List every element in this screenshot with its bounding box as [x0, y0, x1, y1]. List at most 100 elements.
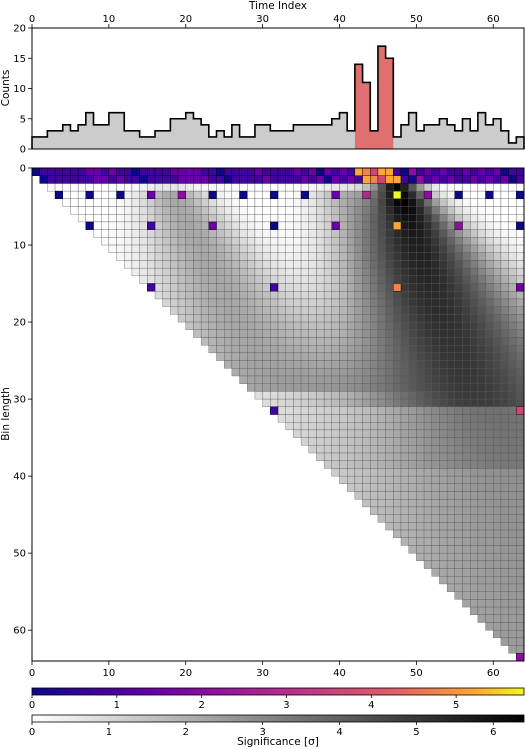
- heatmap-cell: [477, 406, 486, 415]
- heatmap-cell: [116, 244, 125, 253]
- heatmap-cell: [377, 298, 386, 307]
- top-x-tick-label: 20: [179, 14, 192, 25]
- heatmap-cell: [385, 398, 394, 407]
- heatmap-dyadic-cell: [223, 167, 233, 176]
- heatmap-cell: [416, 545, 425, 554]
- heatmap-cell: [170, 221, 179, 230]
- heatmap-cell: [370, 329, 379, 338]
- heatmap-cell: [377, 491, 386, 500]
- heatmap-cell: [300, 321, 309, 330]
- heatmap-cell: [270, 360, 279, 369]
- heatmap-cell: [208, 291, 217, 300]
- heatmap-cell: [231, 337, 240, 346]
- heatmap-cell: [193, 267, 202, 277]
- heatmap-cell: [285, 221, 294, 230]
- heatmap-cell: [446, 475, 455, 485]
- heatmap-cell: [493, 383, 502, 392]
- heatmap-cell: [193, 321, 202, 330]
- heatmap-cell: [431, 552, 440, 562]
- heatmap-cell: [339, 321, 348, 330]
- heatmap-cell: [485, 576, 494, 585]
- heatmap-cell: [493, 552, 502, 562]
- heatmap-cell: [316, 214, 325, 223]
- heatmap-cell: [493, 398, 502, 407]
- heatmap-cell: [370, 275, 379, 284]
- heatmap-cell: [277, 314, 286, 323]
- heatmap-dyadic-cell: [354, 167, 363, 176]
- heatmap-cell: [147, 237, 156, 246]
- heatmap-cell: [285, 398, 294, 407]
- heatmap-cell: [462, 329, 471, 338]
- heatmap-cell: [308, 437, 317, 446]
- heatmap-cell: [108, 198, 117, 207]
- heatmap-cell: [300, 422, 309, 431]
- heatmap-cell: [446, 545, 455, 554]
- heatmap-cell: [323, 329, 332, 338]
- heatmap-cell: [370, 491, 379, 500]
- heatmap-dyadic-cell: [500, 175, 509, 184]
- heatmap-cell: [347, 352, 356, 361]
- heatmap-cell: [454, 368, 463, 377]
- heatmap-cell: [377, 190, 386, 199]
- heatmap-cell: [331, 422, 340, 431]
- heatmap-cell: [516, 514, 525, 523]
- heatmap-cell: [254, 391, 263, 400]
- heatmap-cell: [446, 414, 455, 423]
- heatmap-cell: [485, 314, 494, 323]
- heatmap-cell: [508, 645, 517, 654]
- heatmap-cell: [454, 321, 463, 330]
- heatmap-cell: [400, 537, 409, 546]
- heatmap-cell: [339, 267, 348, 277]
- heatmap-dyadic-cell: [70, 175, 79, 184]
- histogram-bar: [208, 136, 217, 149]
- heatmap-cell: [493, 391, 502, 400]
- heatmap-cell: [508, 429, 517, 438]
- heatmap-cell: [470, 475, 479, 485]
- colorbar-tick-label: 5: [453, 700, 459, 711]
- heatmap-dyadic-cell: [393, 221, 402, 230]
- heatmap-cell: [485, 499, 494, 508]
- histogram-bar: [354, 64, 363, 149]
- heatmap-cell: [493, 275, 502, 284]
- heatmap-cell: [331, 252, 340, 261]
- heatmap-dyadic-cell: [454, 221, 463, 230]
- heatmap-cell: [377, 506, 386, 515]
- heatmap-cell: [370, 445, 379, 454]
- heatmap-dyadic-cell: [316, 175, 325, 184]
- heatmap-cell: [446, 329, 455, 338]
- heatmap-cell: [231, 252, 240, 261]
- heatmap-cell: [393, 183, 402, 192]
- heatmap-cell: [423, 368, 432, 377]
- histogram-top-x-ticks: 0 10 20 30 40 50 60: [29, 14, 500, 28]
- heatmap-cell: [462, 568, 471, 577]
- heatmap-cell: [316, 452, 325, 461]
- heatmap-cell: [231, 214, 240, 223]
- heatmap-cell: [416, 414, 425, 423]
- heatmap-cell: [362, 445, 371, 454]
- heatmap-cell: [454, 445, 463, 454]
- heatmap-cell: [385, 422, 394, 431]
- heatmap-dyadic-cell: [393, 190, 402, 200]
- heatmap-cell: [516, 591, 525, 600]
- heatmap-cell: [416, 429, 425, 438]
- heatmap-cell: [331, 383, 340, 392]
- heatmap-cell: [485, 291, 494, 300]
- heatmap-cell: [285, 190, 294, 199]
- heatmap-x-tick-label: 0: [29, 668, 35, 679]
- histogram-bar: [124, 130, 133, 149]
- heatmap-cell: [347, 445, 356, 454]
- heatmap-cell: [162, 221, 171, 230]
- heatmap-cell: [354, 221, 363, 230]
- heatmap-cell: [400, 429, 409, 438]
- heatmap-cell: [162, 252, 171, 261]
- heatmap-cell: [454, 422, 463, 431]
- heatmap-dyadic-cell: [423, 175, 432, 184]
- heatmap-cell: [439, 522, 448, 531]
- heatmap-cell: [416, 522, 425, 531]
- heatmap-cell: [224, 306, 233, 315]
- heatmap-cell: [247, 306, 256, 315]
- heatmap-dyadic-cell: [85, 221, 94, 230]
- heatmap-dyadic-cell: [100, 167, 110, 176]
- heatmap-cell: [385, 514, 394, 523]
